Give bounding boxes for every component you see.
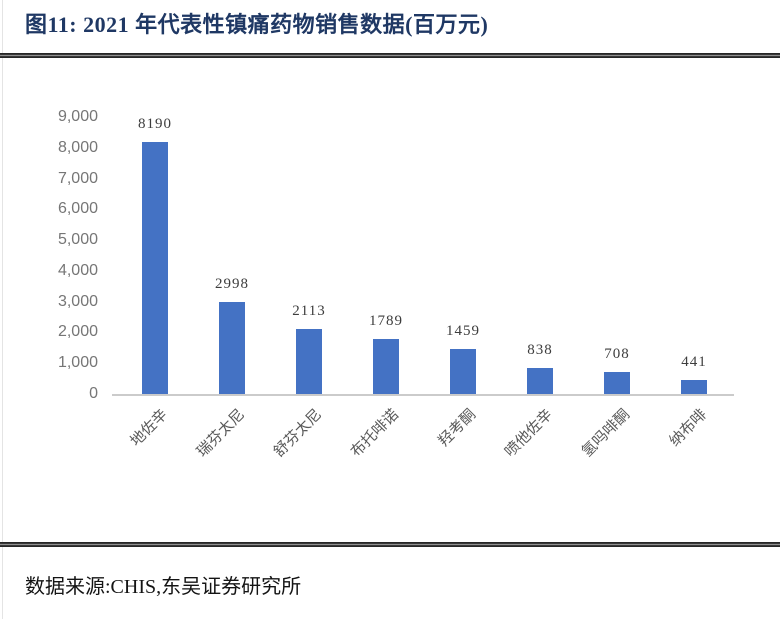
x-axis-category-label: 地佐辛: [127, 406, 172, 450]
y-axis-tick-label: 2,000: [57, 323, 98, 341]
bar: [604, 372, 630, 394]
bar-value-label: 2998: [215, 276, 249, 292]
y-axis-tick-label: 7,000: [57, 169, 98, 187]
bar: [142, 142, 168, 394]
figure-title: 图11: 2021 年代表性镇痛药物销售数据(百万元): [25, 12, 489, 37]
y-axis-tick-label: 9,000: [57, 108, 98, 125]
bar: [450, 349, 476, 394]
x-axis-category-label: 羟考酮: [435, 406, 480, 450]
x-axis-category-label: 喷他佐辛: [501, 406, 557, 461]
bottom-divider: [0, 542, 780, 547]
bar: [296, 329, 322, 394]
x-axis-category-label: 布托啡诺: [347, 406, 403, 461]
bar-value-label: 8190: [138, 116, 172, 132]
y-axis-tick-label: 8,000: [57, 138, 98, 156]
data-source: 数据来源:CHIS,东吴证券研究所: [25, 576, 302, 598]
bar-value-label: 2113: [292, 303, 326, 319]
page-left-border: [2, 0, 3, 619]
y-axis-tick-label: 0: [89, 385, 98, 402]
bar: [219, 302, 245, 394]
bar-value-label: 708: [604, 346, 630, 362]
x-axis-category-label: 瑞芬太尼: [193, 406, 249, 461]
y-axis-tick-label: 1,000: [57, 354, 98, 372]
bar: [373, 339, 399, 394]
y-axis-tick-label: 3,000: [57, 292, 98, 310]
bar-value-label: 441: [681, 354, 707, 370]
x-axis-category-label: 氢吗啡酮: [578, 406, 634, 461]
y-axis-tick-label: 5,000: [57, 231, 98, 249]
bar-value-label: 838: [527, 342, 553, 358]
top-divider: [0, 53, 780, 58]
bar: [681, 380, 707, 394]
bar-value-label: 1789: [369, 313, 403, 329]
y-axis-tick-label: 4,000: [57, 261, 98, 279]
y-axis-tick-label: 6,000: [57, 200, 98, 218]
x-axis-category-label: 舒芬太尼: [270, 406, 326, 461]
bar: [527, 368, 553, 394]
bar-value-label: 1459: [446, 323, 480, 339]
chart-area: 0 1,000 2,000 3,000 4,000 5,000 6,000 7,000 8,00…: [0, 60, 780, 530]
x-axis-category-label: 纳布啡: [666, 406, 711, 450]
x-axis-line: [112, 394, 734, 396]
